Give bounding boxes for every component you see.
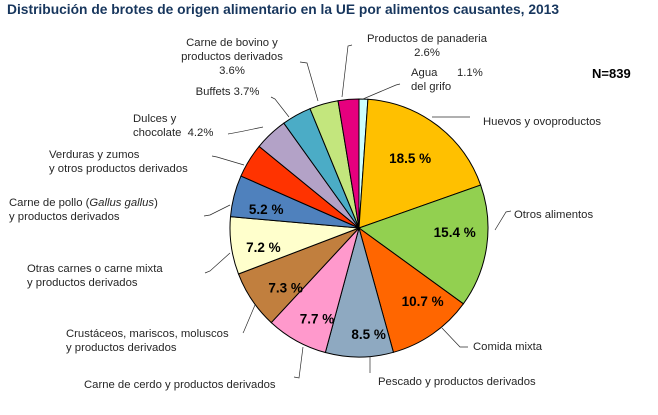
svg-text:18.5 %: 18.5 % [389, 151, 431, 166]
svg-text:8.5 %: 8.5 % [351, 327, 386, 342]
svg-text:10.7 %: 10.7 % [402, 294, 444, 309]
svg-text:7.7 %: 7.7 % [300, 312, 335, 327]
svg-text:5.2 %: 5.2 % [249, 202, 284, 217]
svg-text:15.4 %: 15.4 % [434, 225, 476, 240]
svg-text:7.3 %: 7.3 % [268, 280, 303, 295]
svg-text:7.2 %: 7.2 % [246, 240, 281, 255]
